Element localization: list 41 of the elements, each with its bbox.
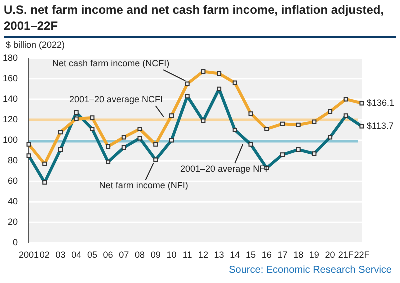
- x-tick-label: 19: [309, 250, 320, 260]
- source-note: Source: Economic Research Service: [229, 265, 392, 276]
- ref-line-label: 2001–20 average NCFI: [69, 94, 164, 104]
- x-tick-label: 16: [262, 250, 272, 260]
- x-tick-label: 04: [72, 250, 82, 260]
- ref-line-label: 2001–20 average NFI: [180, 164, 268, 174]
- chart-title: U.S. net farm income and net cash farm income, inflation adjusted, 2001–22F: [4, 2, 396, 38]
- x-tick-label: 20: [325, 250, 336, 260]
- y-tick-label: 0: [13, 238, 18, 248]
- x-tick-label: 06: [103, 250, 114, 260]
- x-tick-label: 17: [278, 250, 288, 260]
- x-tick-label: 13: [214, 250, 224, 260]
- y-tick-label: 140: [2, 94, 18, 104]
- text: Net cash farm income (NCFI): [52, 58, 170, 69]
- y-tick-label: 40: [8, 196, 18, 207]
- y-tick-label: 180: [2, 52, 18, 63]
- y-tick-label: 120: [2, 114, 18, 124]
- y-tick-label: 160: [2, 73, 18, 84]
- x-tick-label: 12: [198, 250, 208, 260]
- x-tick-label: 05: [87, 250, 98, 260]
- x-tick-label: 11: [182, 250, 192, 260]
- x-tick-label: 15: [246, 250, 256, 260]
- x-tick-label: 09: [150, 250, 161, 260]
- x-tick-label: 08: [135, 250, 146, 260]
- x-tick-label: 03: [56, 250, 66, 260]
- y-tick-label: 80: [8, 156, 18, 166]
- x-tick-label: 21F: [338, 250, 354, 260]
- x-tick-label: 18: [294, 250, 304, 260]
- x-tick-label: 14: [230, 250, 240, 260]
- x-tick-label: 02: [40, 250, 50, 260]
- data-label: $113.7: [367, 120, 394, 131]
- y-tick-label: 100: [2, 135, 18, 146]
- x-tick-label: 22F: [354, 250, 370, 260]
- x-tick-label: 07: [119, 250, 130, 260]
- data-label: $136.1: [367, 98, 395, 108]
- y-tick-label: 60: [8, 176, 18, 186]
- x-tick-label: 2001: [19, 250, 40, 260]
- y-tick-label: 20: [8, 217, 18, 228]
- x-tick-label: 10: [166, 250, 177, 260]
- text: Net farm income (NFI): [99, 180, 188, 191]
- y-axis-title: $ billion (2022): [6, 40, 66, 50]
